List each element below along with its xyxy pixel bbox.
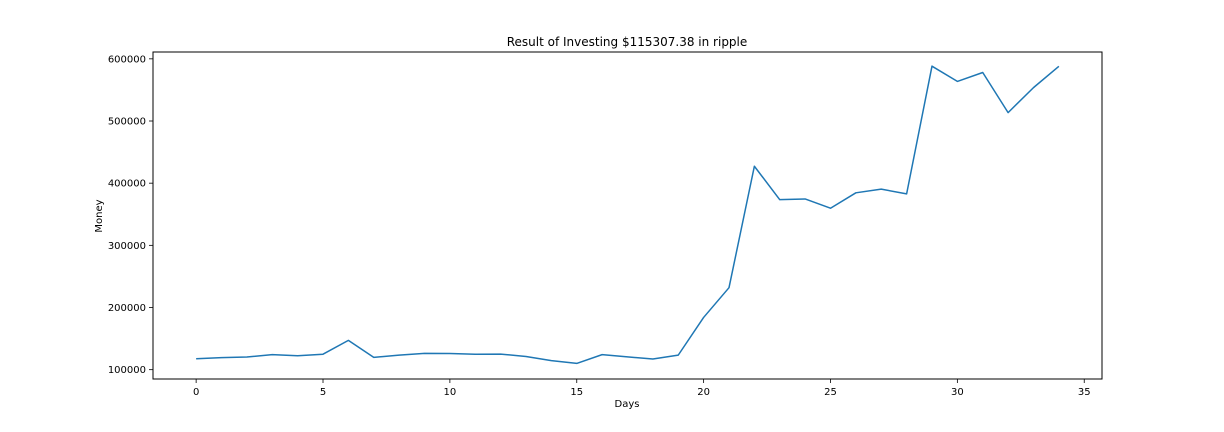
data-point: [448, 351, 452, 355]
data-point: [981, 71, 985, 75]
data-point: [752, 164, 756, 168]
plot-area: [194, 64, 1061, 365]
y-tick-label: 100000: [108, 365, 146, 376]
data-point: [397, 353, 401, 357]
y-tick-label: 400000: [108, 179, 146, 190]
plot-frame: [152, 51, 1103, 380]
y-tick-label: 500000: [108, 117, 146, 128]
data-point: [270, 353, 274, 357]
data-point: [854, 191, 858, 195]
chart-title: Result of Investing $115307.38 in ripple: [507, 35, 748, 49]
data-point: [828, 206, 832, 210]
data-point: [905, 192, 909, 196]
data-point: [372, 355, 376, 359]
x-tick-label: 35: [1078, 387, 1091, 398]
data-point: [803, 197, 807, 201]
series-line-0: [196, 65, 1060, 365]
data-point: [600, 353, 604, 357]
x-tick-label: 0: [193, 387, 199, 398]
data-point: [955, 79, 959, 83]
data-point: [930, 64, 934, 68]
y-tick-label: 600000: [108, 54, 146, 65]
x-tick-label: 5: [320, 387, 326, 398]
data-point: [778, 198, 782, 202]
x-tick-label: 25: [824, 387, 837, 398]
data-point: [499, 352, 503, 356]
data-point: [676, 353, 680, 357]
data-point: [473, 352, 477, 356]
data-point: [321, 352, 325, 356]
y-tick-label: 200000: [108, 303, 146, 314]
data-point: [524, 355, 528, 359]
data-point: [702, 315, 706, 319]
x-axis-label: Days: [615, 399, 640, 410]
data-point: [575, 361, 579, 365]
data-point: [1006, 111, 1010, 115]
x-tick-label: 30: [951, 387, 964, 398]
y-tick-label: 300000: [108, 241, 146, 252]
data-point: [194, 357, 198, 361]
y-axis-label: Money: [94, 199, 105, 232]
data-point: [549, 359, 553, 363]
x-tick-label: 20: [697, 387, 710, 398]
data-point: [296, 354, 300, 358]
data-point: [879, 187, 883, 191]
data-point: [220, 356, 224, 360]
y-axis: 100000 200000 300000 400000 500000 600000: [108, 54, 153, 376]
x-axis: 0 5 10 15 20 25 30 35: [193, 379, 1091, 398]
data-point: [346, 338, 350, 342]
data-point: [1031, 86, 1035, 90]
x-tick-label: 10: [444, 387, 457, 398]
data-point: [423, 351, 427, 355]
data-point: [727, 286, 731, 290]
data-point: [651, 357, 655, 361]
x-tick-label: 15: [570, 387, 583, 398]
data-point: [1057, 64, 1061, 68]
data-point: [245, 355, 249, 359]
data-point: [626, 355, 630, 359]
